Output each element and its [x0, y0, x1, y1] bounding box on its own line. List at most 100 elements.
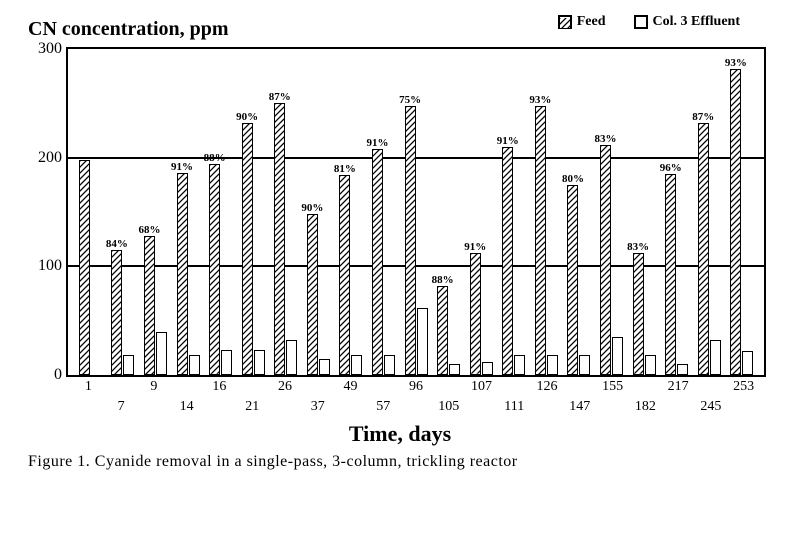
bar-feed: 87% — [698, 123, 709, 375]
bar-group: 75% — [400, 106, 433, 375]
percent-label: 83% — [595, 133, 617, 145]
bar-effluent — [742, 351, 753, 375]
bar-group: 87% — [693, 123, 726, 375]
bar-feed: 91% — [470, 253, 481, 375]
legend-item-effluent: Col. 3 Effluent — [634, 14, 741, 30]
bar-effluent — [579, 355, 590, 375]
bar-group: 90% — [237, 123, 270, 375]
xtick-label: 107 — [471, 379, 492, 395]
bar-group: 80% — [563, 185, 596, 375]
legend-item-feed: Feed — [558, 14, 606, 30]
xtick-label: 7 — [118, 399, 125, 415]
bar-group: 96% — [660, 174, 693, 375]
bar-effluent — [677, 364, 688, 375]
xtick-label: 9 — [150, 379, 157, 395]
bar-group: 81% — [335, 175, 368, 375]
percent-label: 68% — [138, 224, 160, 236]
bar-group: 90% — [302, 214, 335, 375]
bar-feed: 90% — [242, 123, 253, 375]
legend-label-feed: Feed — [577, 14, 606, 30]
xtick-label: 155 — [602, 379, 623, 395]
bar-feed: 84% — [111, 250, 122, 375]
xtick-label: 14 — [180, 399, 194, 415]
xtick-label: 245 — [700, 399, 721, 415]
bar-effluent — [449, 364, 460, 375]
xtick-label: 253 — [733, 379, 754, 395]
percent-label: 93% — [529, 94, 551, 106]
legend: Feed Col. 3 Effluent — [558, 14, 740, 30]
percent-label: 88% — [432, 274, 454, 286]
bar-effluent — [254, 350, 265, 375]
percent-label: 88% — [204, 152, 226, 164]
percent-label: 96% — [660, 162, 682, 174]
bar-effluent — [645, 355, 656, 375]
bar-effluent — [123, 355, 134, 375]
legend-swatch-effluent — [634, 15, 648, 29]
percent-label: 93% — [725, 57, 747, 69]
bar-group: 84% — [107, 250, 140, 375]
bar-feed: 93% — [730, 69, 741, 375]
percent-label: 90% — [301, 202, 323, 214]
xaxis-labels: 1791416212637495796105107111126147155182… — [66, 377, 766, 421]
bar-effluent — [156, 332, 167, 375]
bar-feed — [79, 160, 90, 375]
ytick-label: 300 — [30, 40, 62, 58]
bar-feed: 93% — [535, 106, 546, 375]
bar-feed: 83% — [600, 145, 611, 375]
xtick-label: 37 — [311, 399, 325, 415]
bar-group: 91% — [498, 147, 531, 375]
bar-effluent — [612, 337, 623, 375]
percent-label: 87% — [269, 91, 291, 103]
percent-label: 91% — [366, 137, 388, 149]
bar-feed: 81% — [339, 175, 350, 375]
percent-label: 91% — [497, 135, 519, 147]
ytick-label: 0 — [30, 366, 62, 384]
percent-label: 91% — [464, 241, 486, 253]
xtick-label: 26 — [278, 379, 292, 395]
bar-effluent — [189, 355, 200, 375]
bar-effluent — [221, 350, 232, 375]
percent-label: 87% — [692, 111, 714, 123]
bar-feed: 88% — [209, 164, 220, 375]
bar-effluent — [319, 359, 330, 375]
bar-effluent — [286, 340, 297, 375]
xtick-label: 57 — [376, 399, 390, 415]
bar-effluent — [351, 355, 362, 375]
xaxis-title: Time, days — [28, 421, 772, 447]
xtick-label: 105 — [438, 399, 459, 415]
xtick-label: 96 — [409, 379, 423, 395]
bar-group: 91% — [367, 149, 400, 375]
xtick-label: 49 — [343, 379, 357, 395]
bar-feed: 75% — [405, 106, 416, 375]
bar-feed: 96% — [665, 174, 676, 375]
ytick-label: 200 — [30, 149, 62, 167]
bar-group: 93% — [726, 69, 759, 375]
xtick-label: 111 — [504, 399, 524, 415]
xtick-label: 126 — [537, 379, 558, 395]
percent-label: 75% — [399, 94, 421, 106]
bar-group: 93% — [530, 106, 563, 375]
bar-effluent — [514, 355, 525, 375]
percent-label: 80% — [562, 173, 584, 185]
bar-group: 83% — [595, 145, 628, 375]
xtick-label: 182 — [635, 399, 656, 415]
bar-feed: 83% — [633, 253, 644, 375]
ytick-label: 100 — [30, 257, 62, 275]
bar-feed: 90% — [307, 214, 318, 375]
bar-group: 68% — [139, 236, 172, 375]
bar-feed: 91% — [372, 149, 383, 375]
bar-feed: 87% — [274, 103, 285, 375]
legend-swatch-feed — [558, 15, 572, 29]
percent-label: 81% — [334, 163, 356, 175]
xtick-label: 217 — [668, 379, 689, 395]
bar-feed: 91% — [502, 147, 513, 375]
bar-group: 88% — [204, 164, 237, 375]
bar-feed: 91% — [177, 173, 188, 375]
bar-group: 87% — [269, 103, 302, 375]
xtick-label: 1 — [85, 379, 92, 395]
bar-effluent — [547, 355, 558, 375]
bar-feed: 68% — [144, 236, 155, 375]
bar-feed: 80% — [567, 185, 578, 375]
bar-group: 91% — [172, 173, 205, 375]
percent-label: 90% — [236, 111, 258, 123]
